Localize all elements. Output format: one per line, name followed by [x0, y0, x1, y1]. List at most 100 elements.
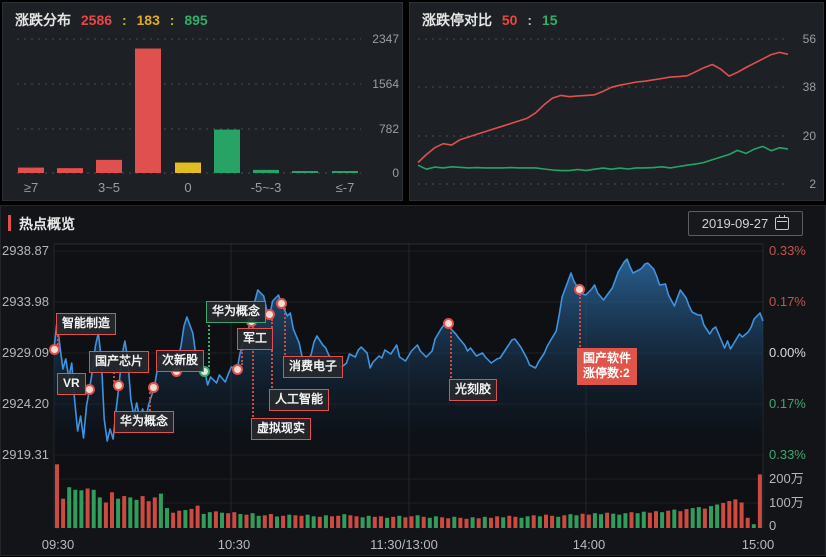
volume-bar — [305, 514, 310, 528]
volume-bar — [745, 517, 750, 528]
sector-label[interactable]: VR — [57, 373, 86, 395]
volume-bar — [195, 505, 200, 528]
sector-label[interactable]: 华为概念 — [206, 301, 267, 323]
volume-bar — [311, 516, 316, 528]
y-tick-label: 1564 — [372, 77, 399, 91]
calendar-icon — [775, 215, 790, 230]
volume-bar — [189, 508, 194, 528]
volume-bar — [354, 516, 359, 528]
volume-bar — [727, 501, 732, 528]
annotation-connector — [113, 372, 115, 382]
panel-limit-compare: 涨跌停对比 50 : 15 56 38 20 2 — [409, 2, 824, 201]
price-axis-label: 2919.31 — [2, 447, 49, 462]
volume-bar — [751, 524, 756, 528]
volume-bar — [446, 518, 451, 528]
volume-bar — [427, 517, 432, 528]
sector-label[interactable]: 次新股 — [156, 350, 205, 372]
annotation-connector — [284, 308, 286, 355]
volume-bar — [232, 512, 237, 528]
volume-bar — [226, 513, 231, 528]
volume-bar — [73, 489, 78, 529]
x-tick-label: ≥7 — [24, 180, 38, 195]
sector-marker-dot — [49, 344, 60, 355]
panel-hotspot-overview: 热点概览 2019-09-27 2938.87 2933.98 2929.09 292… — [0, 205, 826, 556]
volume-bar — [158, 493, 163, 528]
volume-bar — [562, 515, 567, 529]
volume-bar — [79, 490, 84, 528]
volume-axis-label: 200万 — [769, 471, 804, 486]
volume-bar — [617, 514, 622, 528]
sector-label[interactable]: 虚拟现实 — [251, 418, 312, 440]
annotation-connector — [208, 320, 210, 367]
limit-up-count: 50 — [501, 12, 518, 28]
limit-title: 涨跌停对比 — [422, 12, 492, 28]
sector-label[interactable]: 国产软件 涨停数:2 — [577, 348, 638, 385]
volume-bar — [464, 518, 469, 528]
volume-bar — [372, 516, 377, 528]
volume-bar — [489, 517, 493, 528]
y-tick-label: 782 — [379, 122, 399, 136]
volume-bar — [213, 511, 218, 528]
volume-bar — [696, 507, 701, 528]
volume-bar — [336, 515, 341, 528]
title-accent-bar — [8, 215, 11, 231]
volume-bar — [385, 517, 390, 528]
volume-bar — [281, 515, 286, 528]
sector-label[interactable]: 国产芯片 — [89, 351, 150, 373]
volume-bar — [317, 516, 322, 528]
volume-bar — [715, 504, 720, 528]
annotation-connector — [450, 328, 452, 378]
date-picker[interactable]: 2019-09-27 — [688, 211, 803, 236]
sector-label[interactable]: 消费电子 — [283, 356, 344, 378]
volume-bar — [531, 515, 536, 529]
percent-axis-label: 0.33% — [769, 447, 806, 462]
volume-bar — [360, 517, 365, 528]
volume-bar — [507, 515, 512, 528]
sector-marker-dot — [443, 318, 454, 329]
volume-bar — [61, 498, 66, 528]
volume-bar — [378, 516, 383, 528]
volume-bar — [519, 517, 524, 528]
volume-bar — [684, 509, 689, 528]
volume-bar — [403, 517, 408, 528]
time-axis-label: 10:30 — [218, 537, 251, 552]
volume-bar — [544, 514, 548, 528]
annotation-connector — [241, 349, 243, 365]
volume-bar — [580, 513, 585, 528]
volume-bar — [537, 516, 542, 528]
volume-bar — [262, 515, 267, 529]
hotspot-header: 热点概览 2019-09-27 — [1, 206, 826, 238]
volume-bar — [140, 496, 145, 528]
volume-bar — [287, 514, 292, 528]
sector-label[interactable]: 光刻胶 — [449, 379, 498, 401]
sector-label[interactable]: 军工 — [237, 328, 274, 350]
volume-bar — [654, 511, 658, 528]
volume-bar — [67, 487, 72, 528]
percent-axis-label: 0.17% — [769, 294, 806, 309]
volume-bar — [268, 514, 273, 528]
panel-rise-fall-distribution: 涨跌分布 2586 : 183 : 895 2347 1564 782 0 ≥7 3~5 0… — [2, 2, 403, 201]
volume-bar — [550, 515, 555, 528]
limit-down-line — [417, 145, 789, 172]
volume-bar — [495, 516, 500, 528]
sector-marker-dot — [574, 284, 585, 295]
volume-bar — [97, 497, 102, 528]
volume-bar — [207, 512, 212, 528]
sector-label[interactable]: 人工智能 — [269, 389, 330, 411]
percent-axis-label: 0.33% — [769, 243, 806, 258]
volume-axis-label: 0 — [769, 518, 776, 533]
annotation-connector — [57, 335, 59, 345]
volume-bar — [586, 514, 591, 528]
volume-bar — [568, 514, 573, 528]
volume-bar — [110, 492, 114, 528]
price-axis-label: 2924.20 — [2, 396, 49, 411]
separator: : — [527, 12, 533, 28]
volume-bar — [660, 512, 665, 528]
volume-bar — [122, 496, 127, 528]
volume-bar — [501, 517, 506, 528]
y-tick-label: 2347 — [372, 32, 399, 46]
sector-label[interactable]: 华为概念 — [114, 411, 175, 433]
volume-bar — [666, 510, 671, 528]
sector-label[interactable]: 智能制造 — [56, 313, 117, 335]
dist-bar — [253, 169, 279, 173]
